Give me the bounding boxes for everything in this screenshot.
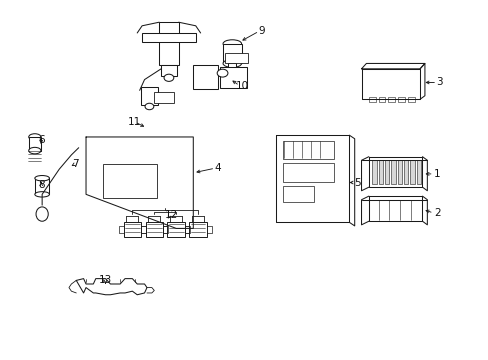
Bar bbox=[29, 137, 41, 150]
Text: 7: 7 bbox=[72, 159, 79, 169]
Text: 11: 11 bbox=[128, 117, 141, 127]
Bar bbox=[371, 160, 376, 184]
Text: 12: 12 bbox=[164, 210, 178, 220]
Bar bbox=[141, 87, 158, 105]
Text: 10: 10 bbox=[235, 81, 248, 91]
Bar bbox=[159, 22, 178, 65]
Text: 2: 2 bbox=[433, 208, 440, 218]
Bar bbox=[228, 63, 236, 72]
Text: 13: 13 bbox=[99, 275, 112, 285]
Ellipse shape bbox=[29, 134, 41, 140]
Text: 6: 6 bbox=[38, 135, 44, 145]
Bar bbox=[123, 222, 141, 237]
Bar bbox=[397, 97, 404, 102]
Ellipse shape bbox=[163, 74, 173, 81]
Ellipse shape bbox=[228, 71, 236, 74]
Ellipse shape bbox=[145, 103, 154, 110]
Bar bbox=[220, 67, 246, 88]
Bar bbox=[378, 97, 385, 102]
Ellipse shape bbox=[29, 147, 41, 154]
Bar bbox=[145, 222, 163, 237]
Bar bbox=[403, 160, 407, 184]
Bar bbox=[397, 160, 401, 184]
Bar bbox=[282, 163, 333, 182]
Bar bbox=[387, 97, 394, 102]
Bar bbox=[224, 53, 248, 63]
Bar bbox=[368, 97, 375, 102]
Ellipse shape bbox=[35, 192, 49, 197]
Bar bbox=[378, 160, 382, 184]
Text: 3: 3 bbox=[435, 77, 442, 87]
Bar bbox=[282, 140, 333, 159]
Bar bbox=[416, 160, 420, 184]
Bar bbox=[282, 186, 314, 202]
Ellipse shape bbox=[223, 59, 241, 67]
Bar bbox=[409, 160, 414, 184]
Text: 4: 4 bbox=[214, 163, 221, 173]
Bar bbox=[167, 222, 184, 237]
Bar bbox=[103, 164, 157, 198]
Text: 5: 5 bbox=[353, 177, 360, 188]
Bar bbox=[35, 178, 49, 194]
Bar bbox=[161, 65, 176, 76]
Bar bbox=[142, 33, 195, 42]
Bar bbox=[390, 160, 395, 184]
Ellipse shape bbox=[36, 207, 48, 221]
Bar bbox=[223, 44, 241, 63]
Text: 1: 1 bbox=[433, 169, 440, 179]
Ellipse shape bbox=[217, 69, 227, 77]
Bar bbox=[154, 92, 173, 103]
Bar bbox=[384, 160, 388, 184]
Bar bbox=[189, 222, 206, 237]
Bar bbox=[407, 97, 414, 102]
Text: 9: 9 bbox=[258, 26, 264, 36]
Ellipse shape bbox=[223, 40, 241, 48]
Bar bbox=[193, 65, 217, 89]
Text: 8: 8 bbox=[38, 180, 44, 190]
Ellipse shape bbox=[35, 176, 49, 181]
